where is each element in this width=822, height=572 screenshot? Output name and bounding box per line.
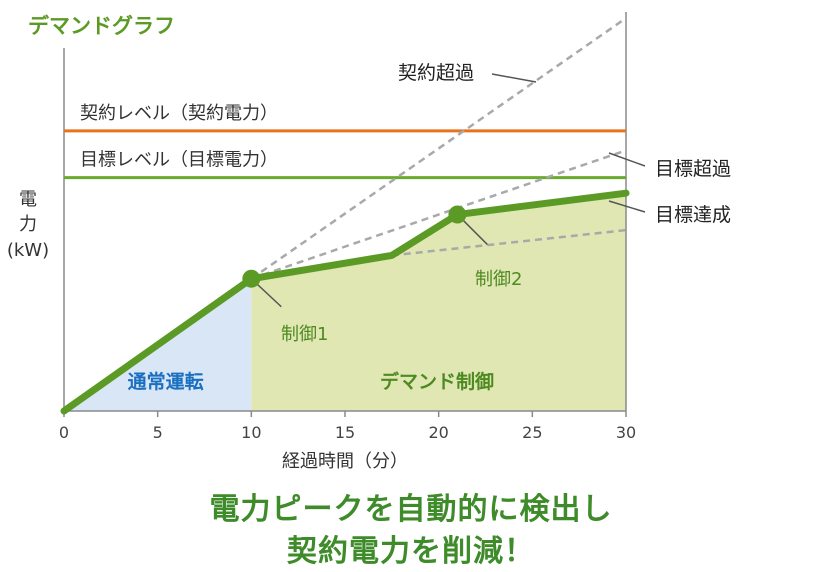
x-axis-label: 経過時間（分） — [282, 451, 408, 472]
x-tick-label: 20 — [428, 423, 448, 442]
y-axis-label: 力 — [19, 214, 37, 235]
contract-exceeded-label: 契約超過 — [398, 62, 474, 84]
projection-line — [250, 149, 627, 280]
projection-lines — [250, 17, 627, 280]
projection-line — [391, 228, 627, 257]
x-tick-label: 10 — [241, 423, 261, 442]
reference-lines — [64, 129, 626, 180]
contract-level-label: 契約レベル（契約電力） — [80, 103, 278, 124]
control-2-label: 制御2 — [475, 269, 522, 290]
caption-line-1: 電力ピークを自動的に検出し — [209, 492, 613, 527]
region-demand-control — [251, 193, 627, 411]
chart-axes — [63, 12, 627, 417]
x-tick-label: 15 — [335, 423, 355, 442]
demand-series — [60, 189, 630, 415]
target-exceeded-label: 目標超過 — [655, 158, 731, 180]
demand-line — [60, 189, 630, 415]
region-label-normal-operation: 通常運転 — [128, 370, 204, 393]
caption-line-2: 契約電力を削減！ — [287, 534, 535, 569]
control-2-point — [448, 205, 467, 224]
x-tick-label: 25 — [522, 423, 542, 442]
y-axis-label: (kW) — [7, 240, 49, 261]
contract-exceeded-leader — [491, 73, 537, 83]
target-exceeded-leader — [608, 152, 646, 167]
x-tick-label: 30 — [616, 423, 636, 442]
control-1-point — [242, 269, 261, 288]
y-axis-label: 電 — [19, 189, 37, 210]
target-achieved-label: 目標達成 — [655, 204, 731, 226]
target-achieved-leader — [608, 200, 646, 213]
chart-title: デマンドグラフ — [28, 14, 175, 38]
target-level-label: 目標レベル（目標電力） — [80, 150, 278, 171]
control-1-label: 制御1 — [281, 324, 328, 345]
projection-line — [250, 17, 627, 280]
x-tick-label: 5 — [153, 423, 163, 442]
x-tick-label: 0 — [59, 423, 69, 442]
region-label-demand-control: デマンド制御 — [380, 370, 494, 393]
